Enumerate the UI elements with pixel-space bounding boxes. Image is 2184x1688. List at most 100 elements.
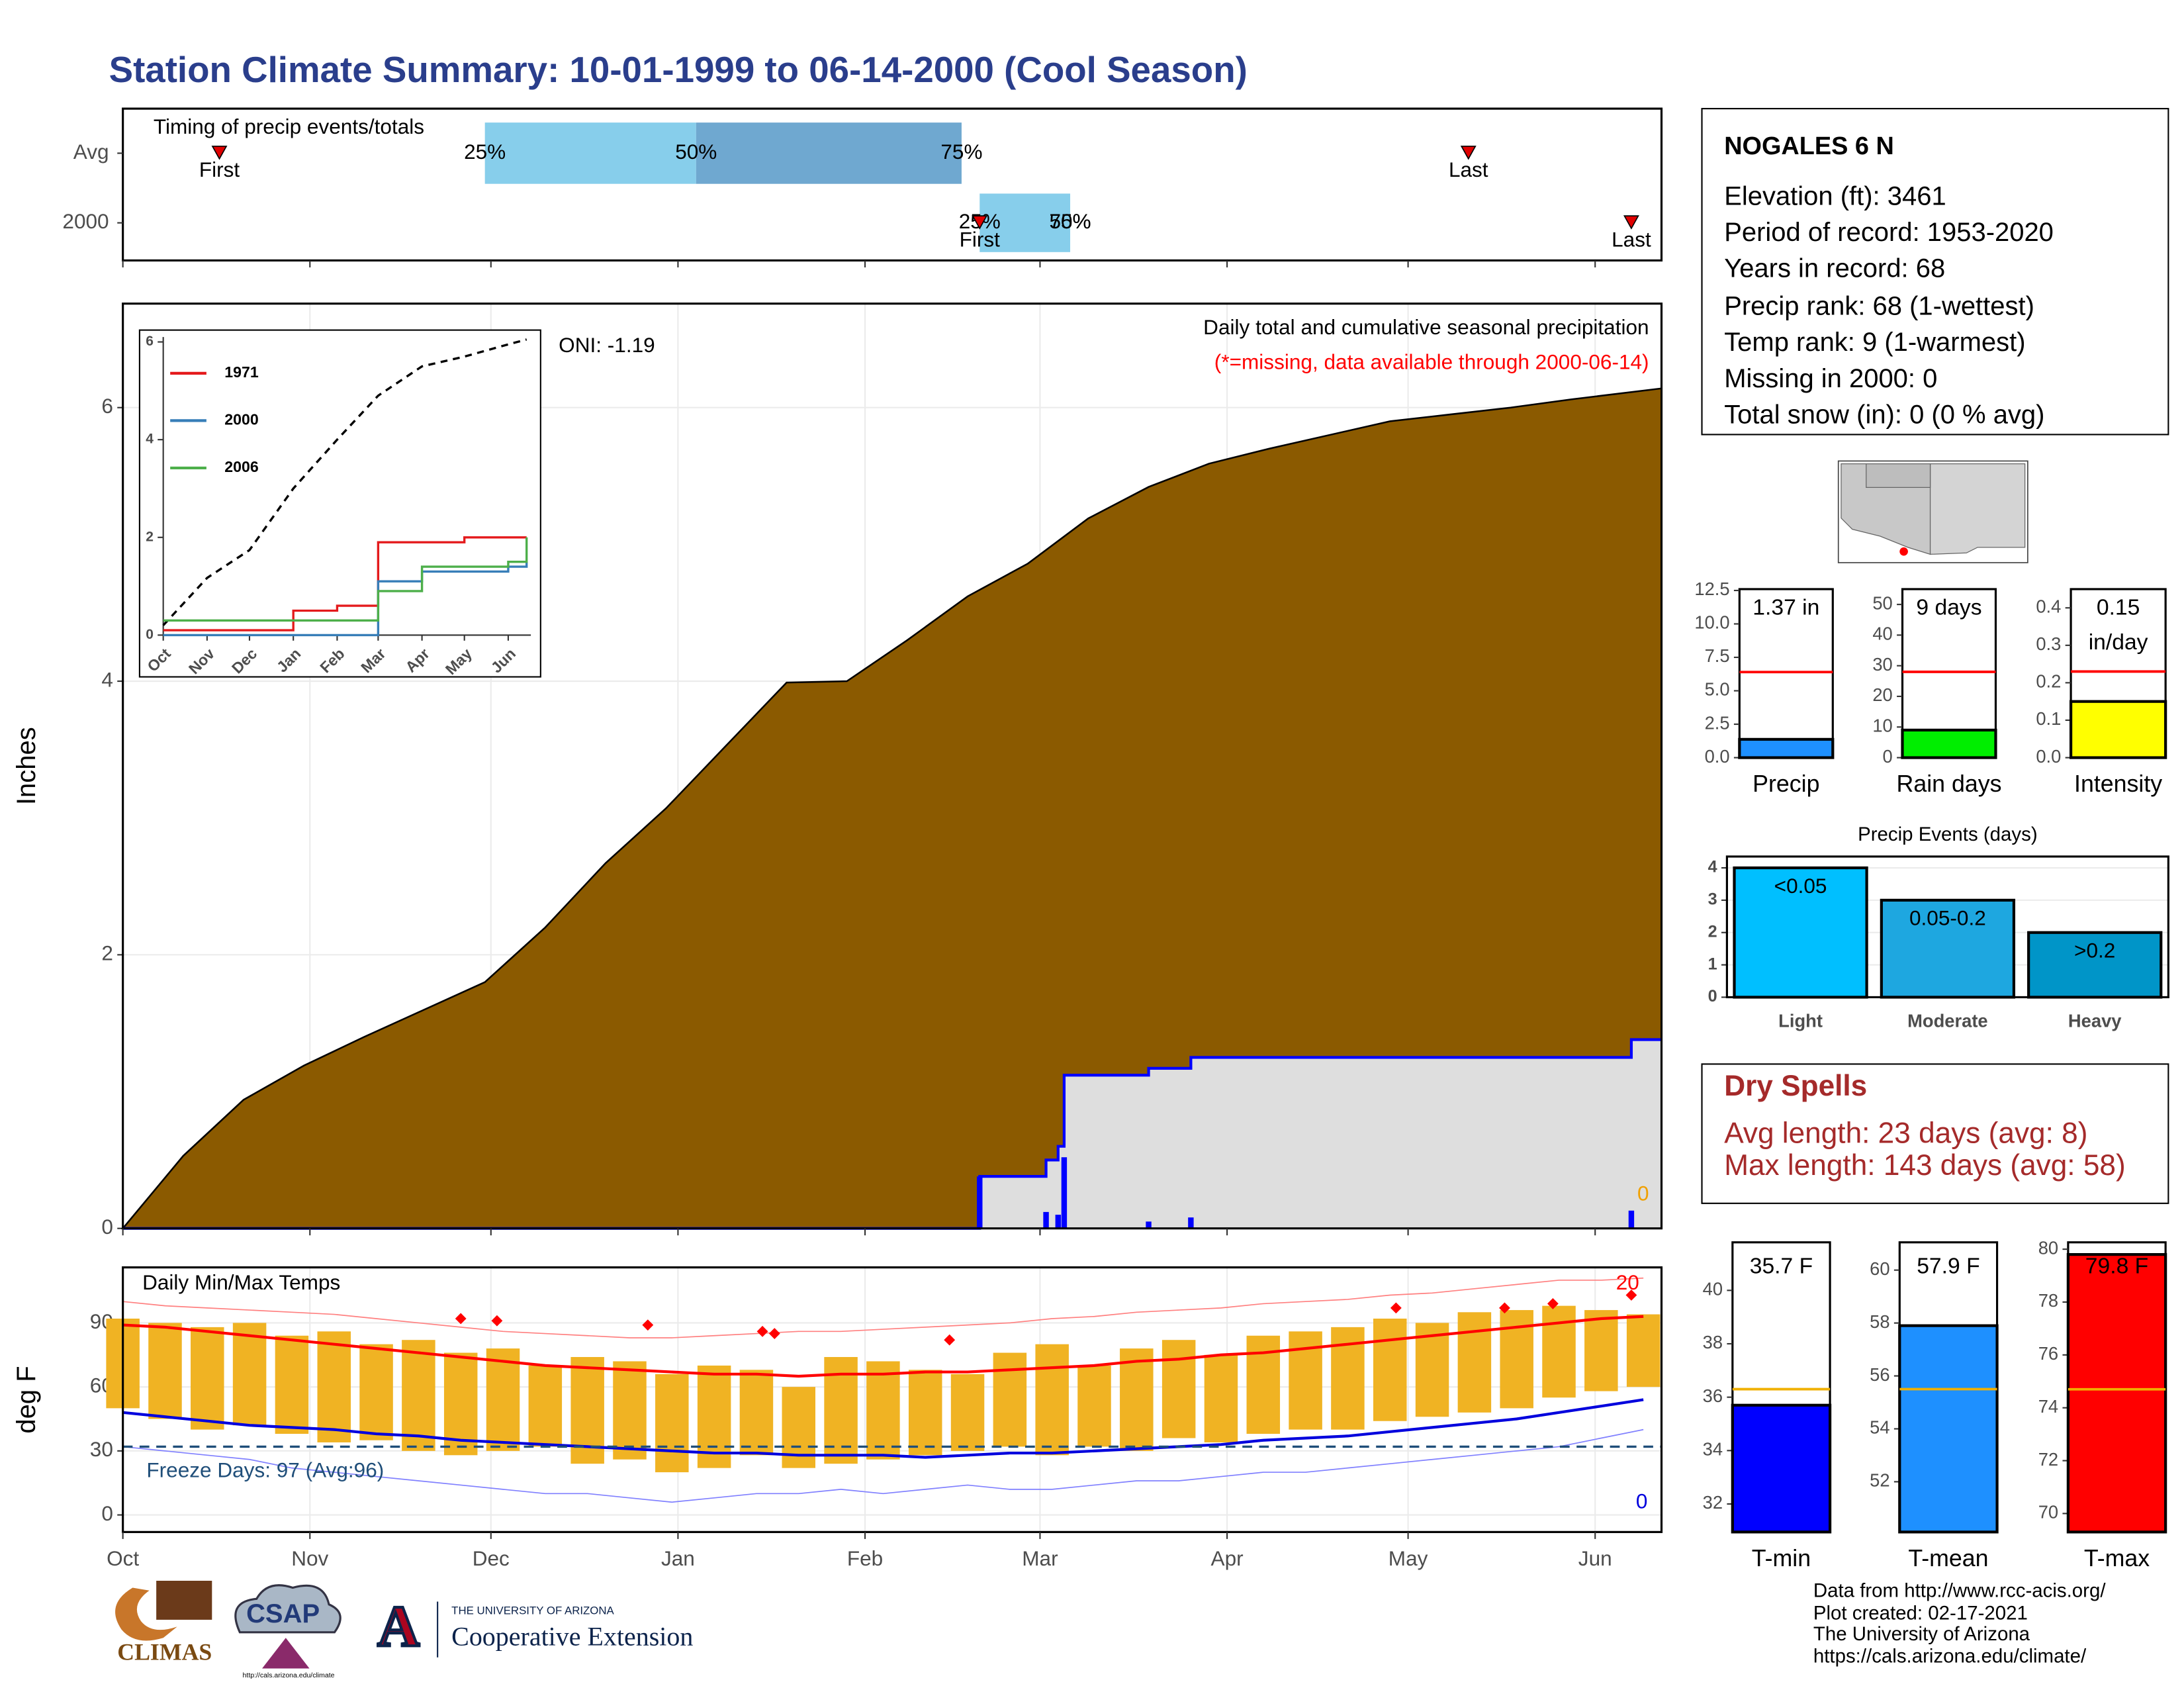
avg-max-line [122, 1315, 1644, 1378]
value-label: 9 days [1916, 595, 1981, 620]
y-tick-label: 56 [1870, 1364, 1889, 1385]
daily-temp-bar [1584, 1310, 1618, 1391]
x-tick-label: Feb [847, 1546, 883, 1570]
y-tick-label: 76 [2038, 1343, 2058, 1364]
y-tick-label: 78 [2038, 1290, 2058, 1311]
station-name: NOGALES 6 N [1724, 132, 1894, 160]
y-tick-label: 6 [101, 394, 113, 418]
y-tick-label: 2.5 [1705, 712, 1730, 733]
event-label: Last [1449, 158, 1488, 181]
daily-temp-bar [1626, 1314, 1661, 1387]
dry-spells-line: Avg length: 23 days (avg: 8) [1724, 1117, 2087, 1149]
value-label: 1.37 in [1752, 595, 1819, 620]
record-high-marker [944, 1334, 956, 1346]
y-tick-label: 5.0 [1705, 679, 1730, 700]
y-tick-label: 50 [1872, 592, 1892, 613]
x-tick-label: Mar [1022, 1546, 1058, 1570]
y-tick-label: 2 [101, 941, 113, 965]
y-tick-label: 54 [1870, 1417, 1889, 1438]
station-line: Temp rank: 9 (1-warmest) [1724, 328, 2025, 357]
logos: CLIMAS CSAP http://cals.arizona.edu/clim… [115, 1580, 693, 1679]
bar [1880, 898, 2016, 999]
daily-temp-bar [697, 1365, 731, 1468]
y-tick-label: 58 [1870, 1311, 1889, 1332]
bar [1733, 866, 1868, 999]
station-line: Period of record: 1953-2020 [1724, 218, 2054, 247]
bar-label: 0.05-0.2 [1909, 906, 1986, 930]
row-label: Avg [73, 140, 109, 164]
y-tick-label: 0.2 [2036, 671, 2061, 692]
temp-title: Daily Min/Max Temps [142, 1270, 340, 1294]
quartile-label: 50% [675, 140, 717, 164]
daily-temp-bar [739, 1370, 774, 1456]
event-marker [211, 146, 228, 160]
series-line [163, 537, 528, 622]
plot-frame [122, 1266, 1663, 1533]
gauge-label: Precip [1752, 771, 1819, 797]
oni-label: ONI: -1.19 [559, 333, 655, 357]
station-line: Elevation (ft): 3461 [1724, 181, 1946, 211]
daily-temp-bar [1373, 1318, 1407, 1421]
precip-title: Daily total and cumulative seasonal prec… [1203, 315, 1649, 339]
y-tick-label: 2 [146, 529, 154, 544]
y-tick-label: 36 [1703, 1385, 1723, 1406]
event-label: First [960, 227, 1001, 251]
avg-cumulative-area [120, 387, 1662, 1229]
daily-temp-bar [655, 1374, 689, 1473]
page-title: Station Climate Summary: 10-01-1999 to 0… [109, 49, 1248, 90]
y-tick-label: 40 [1872, 624, 1892, 644]
daily-precip-bar [977, 1176, 983, 1229]
record-high-marker [756, 1325, 768, 1337]
dry-spells-title: Dry Spells [1724, 1070, 1867, 1102]
quartile-label: 75% [1049, 209, 1091, 233]
station-line: Missing in 2000: 0 [1724, 364, 1937, 393]
gauge-frame [1738, 588, 1834, 759]
daily-temp-bar [1415, 1323, 1449, 1417]
y-tick-label: 74 [2038, 1396, 2058, 1417]
daily-temp-bar [232, 1323, 267, 1426]
value-label: 57.9 F [1917, 1254, 1979, 1278]
record-min-line [122, 1429, 1644, 1503]
station-line: Total snow (in): 0 (0 % avg) [1724, 400, 2044, 430]
y-axis-label: Inches [12, 727, 41, 805]
daily-precip-bar [1628, 1210, 1635, 1229]
y-tick-label: 0.1 [2036, 708, 2061, 729]
daily-temp-bar [1457, 1312, 1492, 1413]
row-label: 2000 [62, 209, 109, 233]
logo-text: http://cals.arizona.edu/climate [243, 1671, 335, 1679]
logo-text: THE UNIVERSITY OF ARIZONA [451, 1605, 614, 1617]
record-high-count: 20 [1616, 1270, 1639, 1294]
x-tick-label: Apr [1211, 1546, 1244, 1570]
x-tick-label: Jun [1578, 1546, 1612, 1570]
gauge-bar [2069, 700, 2167, 759]
x-tick-label: Nov [291, 1546, 328, 1570]
dry-spells-line: Max length: 143 days (avg: 58) [1724, 1149, 2125, 1182]
y-tick-label: 34 [1703, 1439, 1723, 1460]
daily-temp-bar [148, 1323, 182, 1419]
record-high-marker [642, 1319, 654, 1331]
y-tick-label: 30 [90, 1437, 113, 1461]
y-tick-label: 80 [2038, 1237, 2058, 1258]
event-marker [1623, 215, 1639, 230]
avg-min-line [122, 1398, 1644, 1459]
daily-precip-bar [1055, 1215, 1062, 1229]
daily-temp-bar [275, 1335, 309, 1434]
daily-temp-bar [359, 1344, 393, 1440]
y-tick-label: 0 [1883, 746, 1893, 767]
y-tick-label: 0 [101, 1501, 113, 1525]
daily-temp-bar [317, 1331, 351, 1442]
y-tick-label: 60 [1870, 1258, 1889, 1279]
event-label: First [199, 158, 240, 181]
value-label: 79.8 F [2085, 1254, 2148, 1278]
daily-precip-bar [1061, 1157, 1068, 1229]
daily-temp-bar [528, 1365, 563, 1447]
legend-label: 2000 [224, 411, 258, 428]
y-axis-label: deg F [12, 1366, 41, 1433]
y-tick-label: 52 [1870, 1470, 1889, 1491]
dry-spells-box [1701, 1063, 2169, 1204]
y-tick-label: 4 [146, 432, 154, 447]
y-tick-label: 0 [146, 627, 154, 642]
logo-text: CSAP [246, 1599, 320, 1628]
event-label: Last [1612, 227, 1651, 251]
